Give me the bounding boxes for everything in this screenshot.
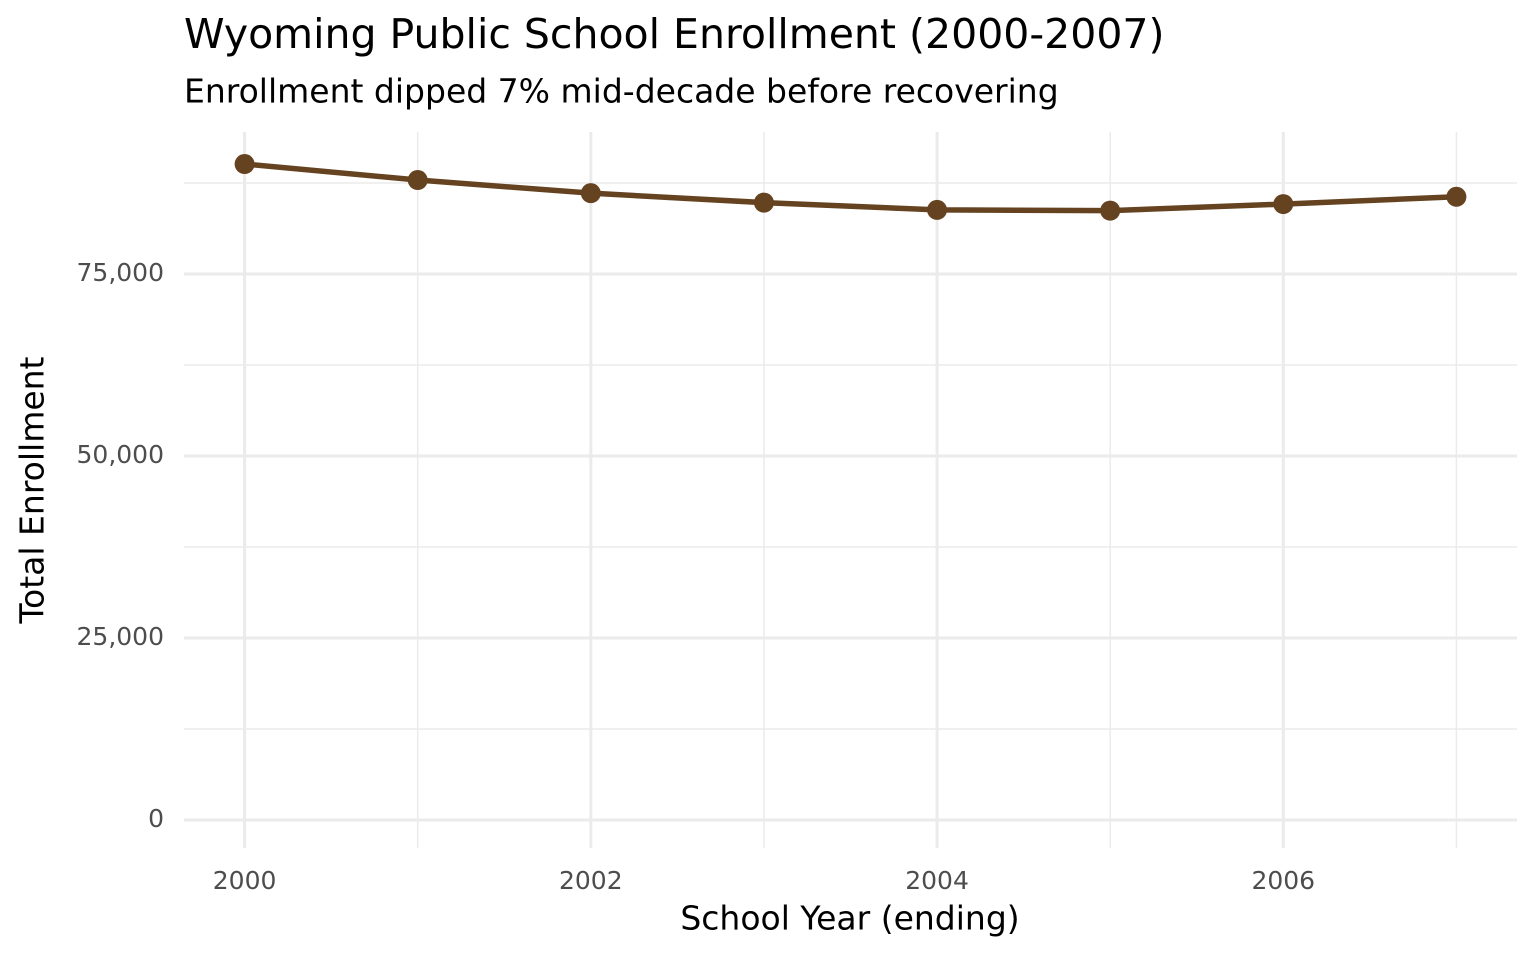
x-axis-title: School Year (ending) xyxy=(680,899,1019,938)
point xyxy=(580,183,601,204)
y-axis-title: Total Enrollment xyxy=(13,356,52,624)
x-tick-label: 2006 xyxy=(1251,866,1315,895)
grid xyxy=(184,132,1517,848)
y-tick-label: 0 xyxy=(148,804,164,833)
x-tick-label: 2000 xyxy=(213,866,277,895)
chart-subtitle: Enrollment dipped 7% mid-decade before r… xyxy=(184,72,1059,111)
point xyxy=(927,199,948,220)
y-tick-label: 50,000 xyxy=(77,440,164,469)
y-tick-label: 25,000 xyxy=(77,622,164,651)
y-tick-label: 75,000 xyxy=(77,258,164,287)
point xyxy=(753,192,774,213)
point xyxy=(407,170,428,191)
point xyxy=(1273,194,1294,215)
chart-title: Wyoming Public School Enrollment (2000-2… xyxy=(184,10,1165,58)
point xyxy=(1100,200,1121,221)
line xyxy=(244,161,1457,214)
x-tick-label: 2004 xyxy=(905,866,969,895)
point xyxy=(1446,186,1467,207)
x-tick-label: 2002 xyxy=(559,866,623,895)
point xyxy=(234,154,255,175)
plot xyxy=(234,154,1467,221)
